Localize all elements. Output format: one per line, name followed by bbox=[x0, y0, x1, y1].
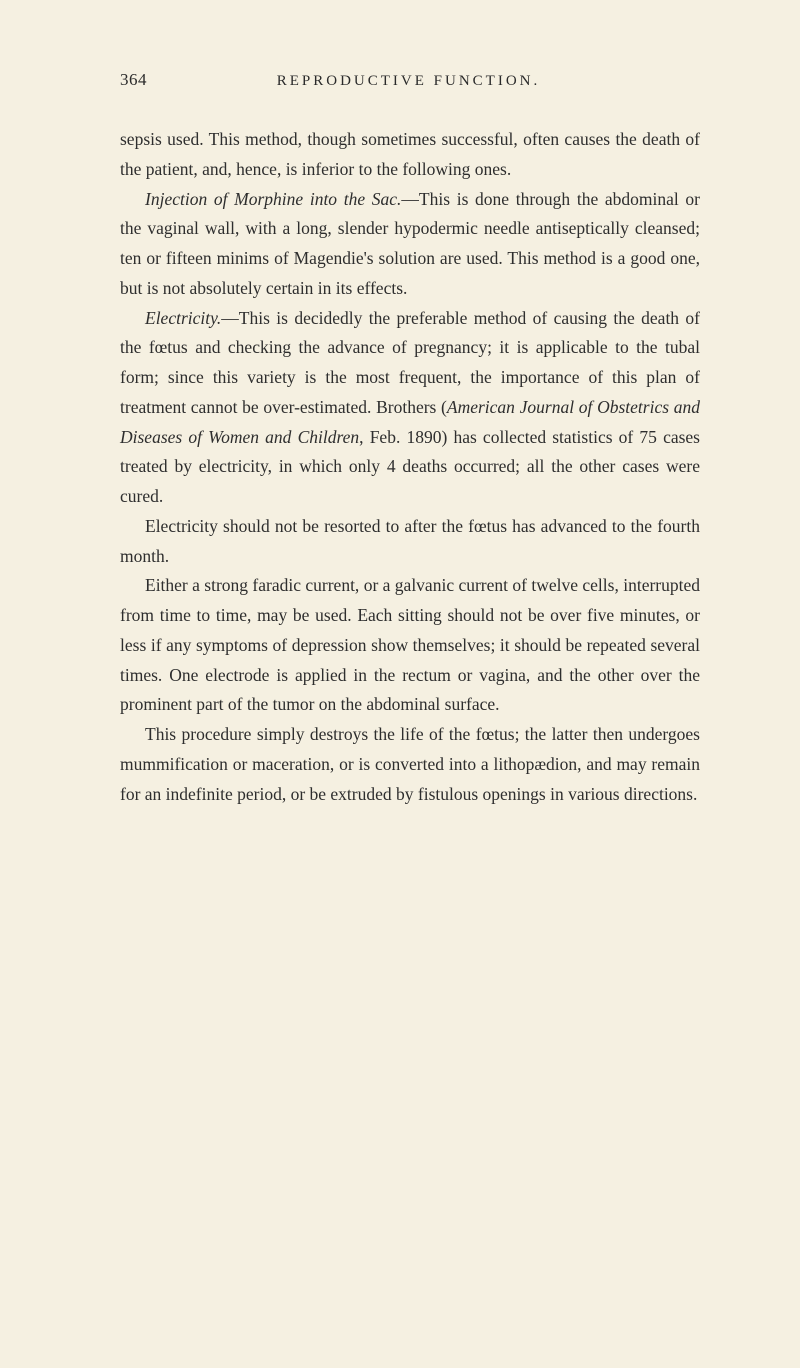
paragraph: Injection of Morphine into the Sac.—This… bbox=[120, 185, 700, 304]
italic-text: Injection of Morphine into the Sac. bbox=[145, 189, 401, 209]
paragraph: Electricity should not be resorted to af… bbox=[120, 512, 700, 572]
body-text: This procedure simply destroys the life … bbox=[120, 724, 700, 804]
body-text: sepsis used. This method, though sometim… bbox=[120, 129, 700, 179]
paragraph: This procedure simply destroys the life … bbox=[120, 720, 700, 809]
paragraph: sepsis used. This method, though sometim… bbox=[120, 125, 700, 185]
body-text: Either a strong faradic current, or a ga… bbox=[120, 575, 700, 714]
italic-text: Electricity. bbox=[145, 308, 221, 328]
running-title: REPRODUCTIVE FUNCTION. bbox=[147, 73, 670, 90]
page-content: sepsis used. This method, though sometim… bbox=[120, 125, 700, 809]
paragraph: Either a strong faradic current, or a ga… bbox=[120, 571, 700, 720]
page-number: 364 bbox=[120, 70, 147, 90]
page-header: 364 REPRODUCTIVE FUNCTION. bbox=[120, 70, 700, 90]
body-text: Electricity should not be resorted to af… bbox=[120, 516, 700, 566]
paragraph: Electricity.—This is decidedly the prefe… bbox=[120, 304, 700, 512]
